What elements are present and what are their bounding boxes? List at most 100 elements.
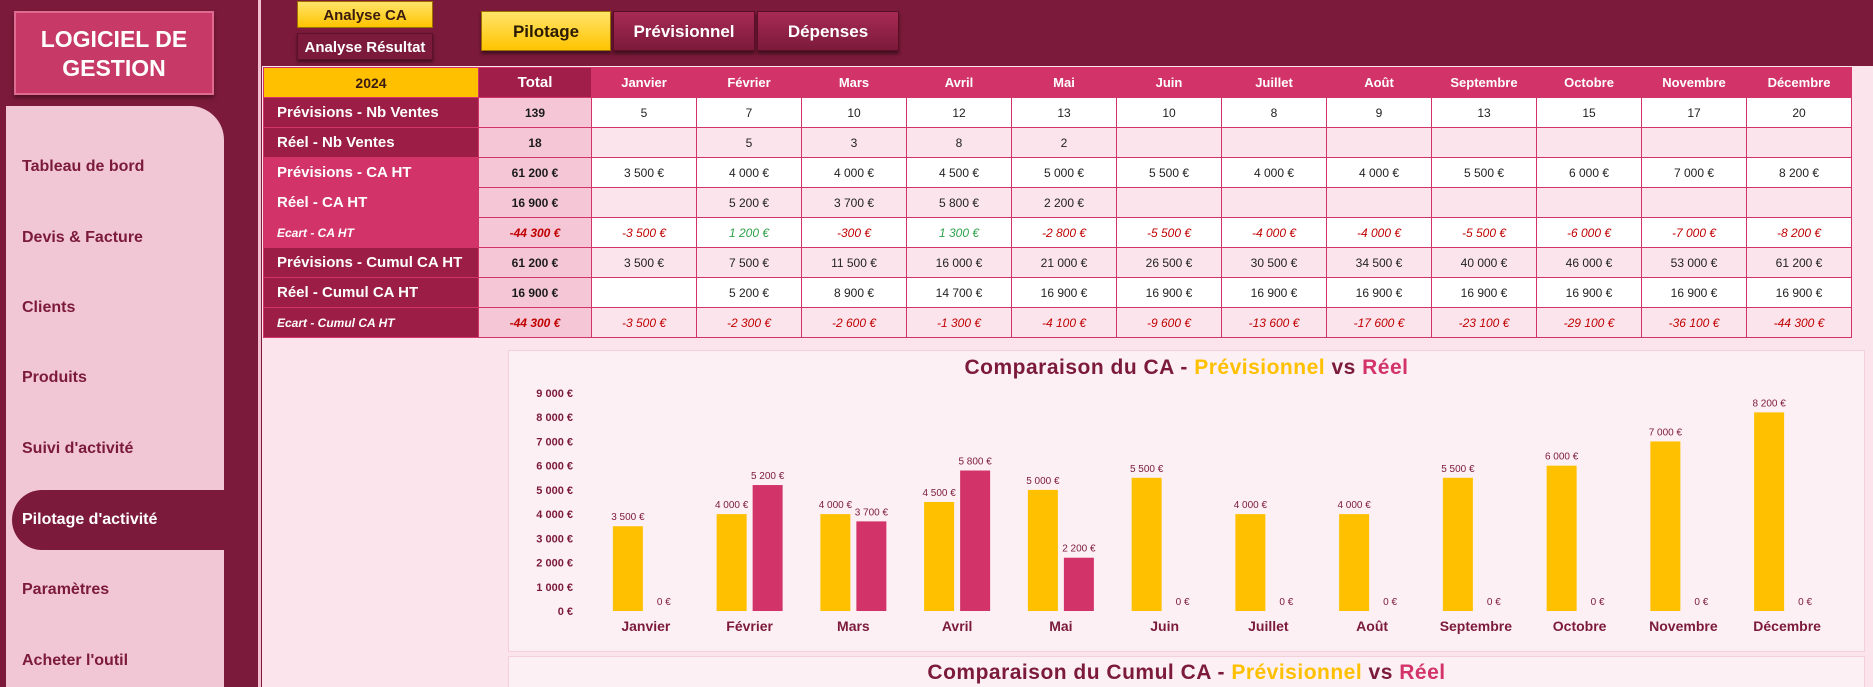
table-cell[interactable]: -5 500 €: [1431, 217, 1537, 248]
table-cell[interactable]: 6 000 €: [1536, 157, 1642, 188]
table-cell[interactable]: 53 000 €: [1641, 247, 1747, 278]
table-cell[interactable]: 11 500 €: [801, 247, 907, 278]
table-cell[interactable]: -2 800 €: [1011, 217, 1117, 248]
table-cell[interactable]: 16 900 €: [1641, 277, 1747, 308]
table-cell[interactable]: 1 200 €: [696, 217, 802, 248]
table-cell[interactable]: 10: [1116, 97, 1222, 128]
table-cell[interactable]: [1746, 127, 1852, 158]
table-cell[interactable]: -300 €: [801, 217, 907, 248]
analyse-resultat-button[interactable]: Analyse Résultat: [297, 33, 433, 60]
table-cell[interactable]: 3 500 €: [591, 157, 697, 188]
table-cell[interactable]: 21 000 €: [1011, 247, 1117, 278]
table-cell[interactable]: -4 000 €: [1221, 217, 1327, 248]
table-cell[interactable]: 16 900 €: [1011, 277, 1117, 308]
table-cell[interactable]: 8: [1221, 97, 1327, 128]
table-cell[interactable]: [1746, 187, 1852, 218]
table-cell[interactable]: 8 200 €: [1746, 157, 1852, 188]
table-cell[interactable]: 5 000 €: [1011, 157, 1117, 188]
table-cell[interactable]: -6 000 €: [1536, 217, 1642, 248]
table-cell[interactable]: 9: [1326, 97, 1432, 128]
table-cell[interactable]: 4 500 €: [906, 157, 1012, 188]
table-cell[interactable]: [591, 127, 697, 158]
table-cell[interactable]: 4 000 €: [801, 157, 907, 188]
table-cell[interactable]: -29 100 €: [1536, 307, 1642, 338]
table-cell[interactable]: [1536, 187, 1642, 218]
table-cell[interactable]: 7: [696, 97, 802, 128]
table-cell[interactable]: 2: [1011, 127, 1117, 158]
table-cell[interactable]: [1326, 127, 1432, 158]
table-cell[interactable]: -4 000 €: [1326, 217, 1432, 248]
sidebar-item-parametres[interactable]: Paramètres: [22, 581, 110, 598]
table-cell[interactable]: 3: [801, 127, 907, 158]
table-cell[interactable]: -13 600 €: [1221, 307, 1327, 338]
sidebar-item-acheter-outil[interactable]: Acheter l'outil: [22, 652, 129, 669]
table-cell[interactable]: 5: [591, 97, 697, 128]
table-cell[interactable]: 13: [1431, 97, 1537, 128]
table-cell[interactable]: [1431, 127, 1537, 158]
table-cell[interactable]: -9 600 €: [1116, 307, 1222, 338]
table-cell[interactable]: 5 200 €: [696, 187, 802, 218]
table-cell[interactable]: [1221, 127, 1327, 158]
table-cell[interactable]: 5 500 €: [1431, 157, 1537, 188]
table-cell[interactable]: 16 900 €: [1431, 277, 1537, 308]
table-cell[interactable]: 16 900 €: [1746, 277, 1852, 308]
table-cell[interactable]: 5: [696, 127, 802, 158]
table-cell[interactable]: 5 800 €: [906, 187, 1012, 218]
table-cell[interactable]: [1116, 127, 1222, 158]
table-cell[interactable]: [1326, 187, 1432, 218]
table-cell[interactable]: 4 000 €: [1221, 157, 1327, 188]
table-cell[interactable]: 10: [801, 97, 907, 128]
table-cell[interactable]: -23 100 €: [1431, 307, 1537, 338]
table-cell[interactable]: 2 200 €: [1011, 187, 1117, 218]
table-cell[interactable]: 7 000 €: [1641, 157, 1747, 188]
table-cell[interactable]: 16 000 €: [906, 247, 1012, 278]
table-cell[interactable]: 17: [1641, 97, 1747, 128]
table-cell[interactable]: [1116, 187, 1222, 218]
table-cell[interactable]: -44 300 €: [1746, 307, 1852, 338]
table-cell[interactable]: 16 900 €: [1326, 277, 1432, 308]
table-cell[interactable]: -8 200 €: [1746, 217, 1852, 248]
table-cell[interactable]: -5 500 €: [1116, 217, 1222, 248]
table-cell[interactable]: 34 500 €: [1326, 247, 1432, 278]
table-cell[interactable]: -17 600 €: [1326, 307, 1432, 338]
sidebar-item-devis-facture[interactable]: Devis & Facture: [22, 229, 143, 246]
table-cell[interactable]: 15: [1536, 97, 1642, 128]
table-cell[interactable]: 7 500 €: [696, 247, 802, 278]
table-cell[interactable]: 40 000 €: [1431, 247, 1537, 278]
table-cell[interactable]: 13: [1011, 97, 1117, 128]
table-cell[interactable]: 12: [906, 97, 1012, 128]
table-cell[interactable]: -3 500 €: [591, 307, 697, 338]
table-cell[interactable]: 8: [906, 127, 1012, 158]
table-cell[interactable]: 16 900 €: [1221, 277, 1327, 308]
tab-pilotage[interactable]: Pilotage: [481, 11, 611, 51]
sidebar-item-pilotage-activite[interactable]: Pilotage d'activité: [12, 490, 224, 550]
table-cell[interactable]: 3 500 €: [591, 247, 697, 278]
table-cell[interactable]: 30 500 €: [1221, 247, 1327, 278]
sidebar-item-suivi-activite[interactable]: Suivi d'activité: [22, 440, 134, 457]
table-cell[interactable]: 26 500 €: [1116, 247, 1222, 278]
table-cell[interactable]: [1221, 187, 1327, 218]
table-cell[interactable]: -7 000 €: [1641, 217, 1747, 248]
table-cell[interactable]: [591, 277, 697, 308]
table-cell[interactable]: 61 200 €: [1746, 247, 1852, 278]
tab-previsionnel[interactable]: Prévisionnel: [613, 11, 755, 51]
table-cell[interactable]: -36 100 €: [1641, 307, 1747, 338]
table-cell[interactable]: 4 000 €: [696, 157, 802, 188]
table-cell[interactable]: 8 900 €: [801, 277, 907, 308]
table-cell[interactable]: [1536, 127, 1642, 158]
table-cell[interactable]: 16 900 €: [1116, 277, 1222, 308]
table-cell[interactable]: 14 700 €: [906, 277, 1012, 308]
table-cell[interactable]: -1 300 €: [906, 307, 1012, 338]
table-cell[interactable]: 4 000 €: [1326, 157, 1432, 188]
table-cell[interactable]: -2 300 €: [696, 307, 802, 338]
tab-depenses[interactable]: Dépenses: [757, 11, 899, 51]
sidebar-item-produits[interactable]: Produits: [22, 369, 87, 386]
table-cell[interactable]: 46 000 €: [1536, 247, 1642, 278]
analyse-ca-button[interactable]: Analyse CA: [297, 1, 433, 28]
table-cell[interactable]: [1641, 187, 1747, 218]
table-cell[interactable]: -4 100 €: [1011, 307, 1117, 338]
table-cell[interactable]: 20: [1746, 97, 1852, 128]
sidebar-item-tableau-de-bord[interactable]: Tableau de bord: [22, 158, 145, 175]
table-cell[interactable]: [1431, 187, 1537, 218]
table-cell[interactable]: 1 300 €: [906, 217, 1012, 248]
